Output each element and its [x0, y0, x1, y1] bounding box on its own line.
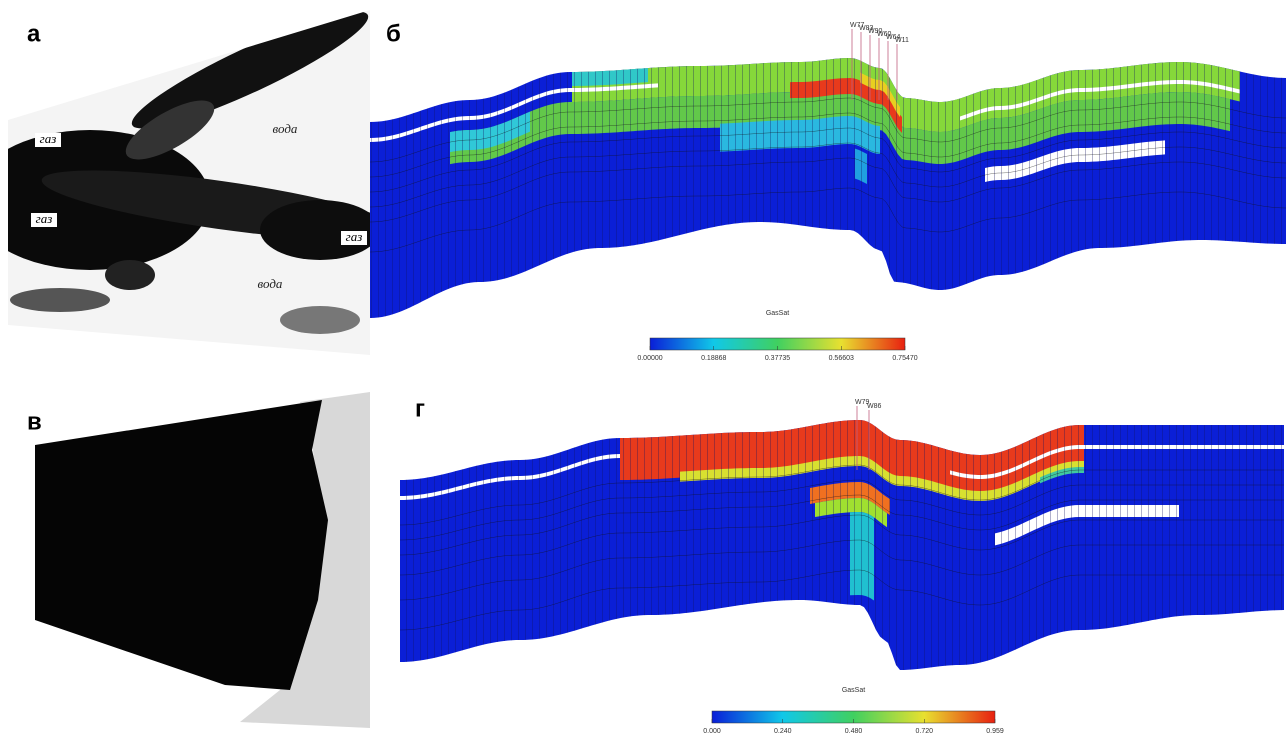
- colorbar-tick-label: 0.37735: [765, 355, 790, 362]
- grid-columns: [400, 420, 1284, 670]
- layer-line: [369, 112, 1287, 178]
- panel-v-image: [35, 392, 370, 728]
- layer-line: [399, 569, 1284, 631]
- panel-a-image: [8, 10, 370, 355]
- panel-label: а: [27, 20, 41, 47]
- label-box: [31, 213, 57, 227]
- colorbar-tick-label: 0.000: [703, 728, 721, 735]
- layer-line: [369, 157, 1287, 223]
- colorbar-title: GasSat: [766, 310, 789, 317]
- colorbar-tick-label: 0.18868: [701, 355, 726, 362]
- colorbar-tick-label: 0.720: [915, 728, 933, 735]
- layer-line: [399, 514, 1284, 576]
- colorbar-title: GasSat: [842, 687, 865, 694]
- label-box: [341, 231, 367, 245]
- annotation: газ: [36, 211, 53, 226]
- grid-columns: [370, 58, 1286, 318]
- well-label: W11: [895, 37, 909, 44]
- well-label: W64: [886, 34, 901, 41]
- layer-line: [399, 539, 1284, 601]
- panel-label: б: [386, 20, 401, 47]
- colorbar-tick-label: 0.480: [845, 728, 863, 735]
- section-b: [369, 58, 1287, 318]
- panel-label: г: [415, 395, 425, 422]
- annotation: вода: [258, 276, 283, 291]
- colorbar-tick-label: 0.240: [774, 728, 792, 735]
- annotation: газ: [346, 229, 363, 244]
- annotation: газ: [40, 131, 57, 146]
- colorbar-tick-label: 0.75470: [892, 355, 917, 362]
- well-label: W90: [868, 28, 883, 35]
- layer-line: [369, 142, 1287, 208]
- layer-line: [399, 494, 1284, 556]
- well-label: W83: [859, 25, 874, 32]
- well-label: W77: [850, 22, 865, 29]
- label-box: [35, 133, 61, 147]
- colorbar-tick-label: 0.56603: [829, 355, 854, 362]
- well-label: W86: [867, 403, 882, 410]
- section-g: [399, 420, 1286, 670]
- layer-line: [399, 464, 1284, 526]
- annotation: вода: [273, 121, 298, 136]
- colorbar-tick-label: 0.00000: [637, 355, 662, 362]
- well-label: W79: [855, 399, 870, 406]
- colorbar-tick-label: 0.959: [986, 728, 1004, 735]
- layer-line: [399, 479, 1284, 541]
- layer-line: [369, 127, 1287, 193]
- well-label: W60: [877, 31, 892, 38]
- layer-line: [369, 97, 1287, 163]
- layer-line: [369, 187, 1287, 253]
- panel-label: в: [27, 408, 42, 435]
